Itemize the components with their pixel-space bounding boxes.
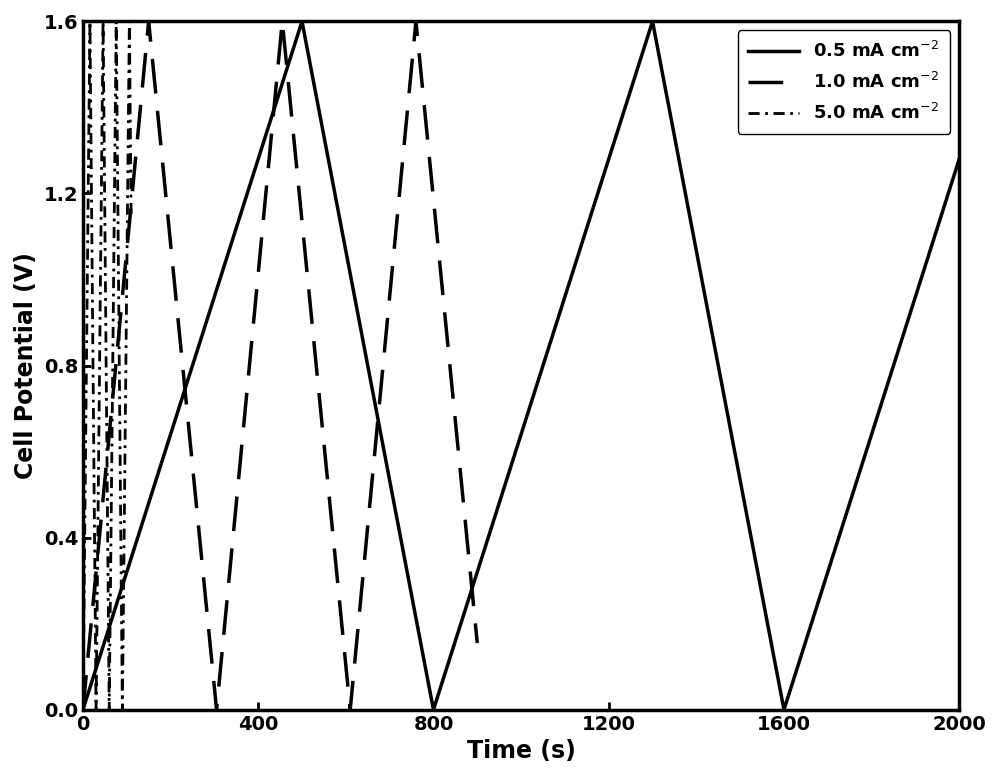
Line: 1.0 mA cm$^{-2}$: 1.0 mA cm$^{-2}$	[83, 22, 477, 709]
5.0 mA cm$^{-2}$	[123, 17, 135, 26]
1.0 mA cm$^{-2}$	[471, 639, 483, 648]
Y-axis label: Cell Potential (V): Cell Potential (V)	[14, 252, 38, 479]
0.5 mA cm$^{-2}$	[647, 17, 659, 26]
1.0 mA cm$^{-2}$	[211, 705, 223, 714]
X-axis label: Time (s): Time (s)	[467, 739, 576, 763]
5.0 mA cm$^{-2}$	[97, 17, 109, 26]
Legend: 0.5 mA cm$^{-2}$, 1.0 mA cm$^{-2}$, 5.0 mA cm$^{-2}$: 0.5 mA cm$^{-2}$, 1.0 mA cm$^{-2}$, 5.0 …	[738, 30, 950, 134]
Text: (b): (b)	[905, 35, 942, 55]
5.0 mA cm$^{-2}$	[103, 705, 115, 714]
0.5 mA cm$^{-2}$	[77, 705, 89, 714]
5.0 mA cm$^{-2}$	[84, 17, 96, 26]
1.0 mA cm$^{-2}$	[276, 17, 288, 26]
5.0 mA cm$^{-2}$	[110, 17, 122, 26]
1.0 mA cm$^{-2}$	[410, 17, 422, 26]
5.0 mA cm$^{-2}$	[125, 214, 137, 223]
0.5 mA cm$^{-2}$	[778, 705, 790, 714]
1.0 mA cm$^{-2}$	[344, 705, 356, 714]
5.0 mA cm$^{-2}$	[116, 705, 128, 714]
5.0 mA cm$^{-2}$	[77, 705, 89, 714]
5.0 mA cm$^{-2}$	[90, 705, 102, 714]
1.0 mA cm$^{-2}$	[77, 705, 89, 714]
1.0 mA cm$^{-2}$	[143, 17, 155, 26]
0.5 mA cm$^{-2}$	[953, 155, 965, 164]
0.5 mA cm$^{-2}$	[427, 705, 439, 714]
0.5 mA cm$^{-2}$	[296, 17, 308, 26]
Line: 0.5 mA cm$^{-2}$: 0.5 mA cm$^{-2}$	[83, 22, 959, 709]
Line: 5.0 mA cm$^{-2}$: 5.0 mA cm$^{-2}$	[83, 22, 131, 709]
